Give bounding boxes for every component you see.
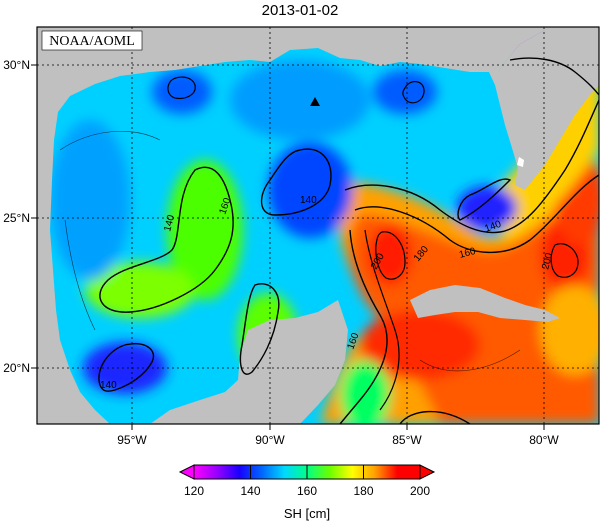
colorbar-min-arrow bbox=[178, 464, 195, 480]
colorbar-tick-label: 140 bbox=[240, 484, 260, 498]
graticule bbox=[37, 27, 599, 424]
lat-tick-label: 20°N bbox=[3, 361, 30, 375]
colorbar-max-arrow bbox=[419, 464, 436, 480]
colorbar-tick-label: 180 bbox=[353, 484, 373, 498]
station-triangle-marker[interactable] bbox=[310, 97, 320, 106]
contour-label: 200 bbox=[540, 251, 555, 270]
lon-tick-label: 95°W bbox=[117, 433, 147, 447]
axis-labels: 20°N 25°N 30°N 95°W 90°W 85°W 80°W bbox=[3, 58, 559, 447]
map-date-title: 2013-01-02 bbox=[262, 2, 339, 19]
lat-tick-label: 25°N bbox=[3, 211, 30, 225]
contour-label: 140 bbox=[300, 195, 317, 206]
colorbar-tick-label: 160 bbox=[297, 484, 317, 498]
land-mexico-us-west bbox=[37, 27, 599, 424]
contour-lines bbox=[59, 57, 599, 424]
land-cuba bbox=[410, 285, 560, 322]
colorbar-tick-label: 120 bbox=[184, 484, 204, 498]
colorbar: 120 140 160 180 200 SH [cm] bbox=[178, 464, 436, 521]
lake-okeechobee bbox=[517, 157, 524, 167]
credit-box bbox=[41, 30, 143, 51]
credit-label: NOAA/AOML bbox=[49, 34, 135, 49]
land-florida bbox=[470, 30, 599, 190]
map-frame bbox=[36, 26, 600, 425]
contour-label: 160 bbox=[458, 246, 477, 261]
map-panel: 140 160 140 140 200 180 160 140 200 160 … bbox=[37, 27, 599, 424]
lon-tick-label: 90°W bbox=[255, 433, 285, 447]
land-yucatan bbox=[150, 300, 348, 424]
colorbar-tick-label: 200 bbox=[410, 484, 430, 498]
contour-label: 140 bbox=[162, 213, 177, 232]
axis-ticks bbox=[31, 64, 545, 430]
lat-tick-label: 30°N bbox=[3, 58, 30, 72]
colorbar-label: SH [cm] bbox=[284, 506, 330, 521]
contour-label: 140 bbox=[100, 380, 117, 391]
lon-tick-label: 80°W bbox=[529, 433, 559, 447]
lon-tick-label: 85°W bbox=[392, 433, 422, 447]
